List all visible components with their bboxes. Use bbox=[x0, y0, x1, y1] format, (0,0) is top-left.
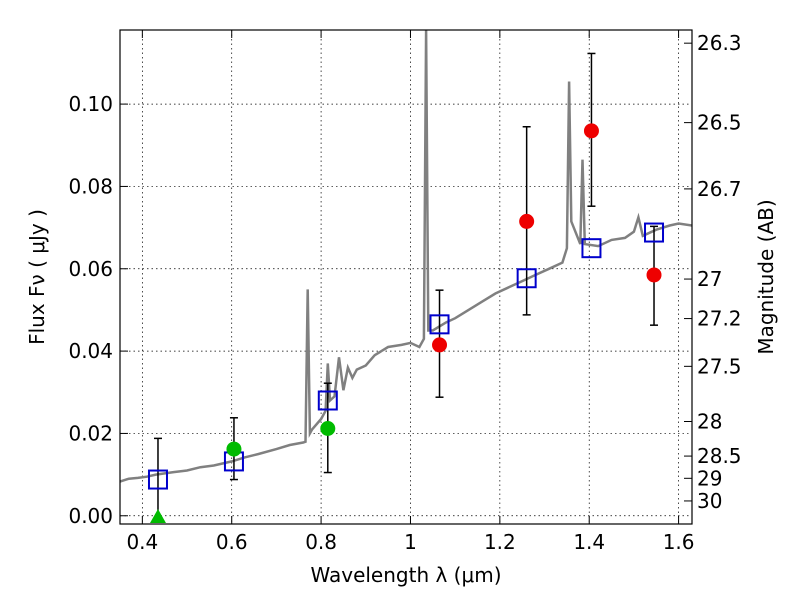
y2-tick-label: 27 bbox=[697, 267, 722, 291]
spectrum-line bbox=[120, 30, 692, 483]
y-tick-label: 0.00 bbox=[68, 504, 113, 528]
tick-labels: 0.4 0.6 0.8 1 1.2 1.4 1.6 0.00 0.02 0.04 0.06 0.08 0… bbox=[68, 31, 741, 554]
y2-tick-label: 27.2 bbox=[697, 307, 742, 331]
green-point bbox=[226, 441, 242, 457]
y2-tick-label: 27.5 bbox=[697, 354, 742, 378]
grid bbox=[120, 30, 692, 524]
square-marker bbox=[317, 390, 338, 411]
red-point bbox=[432, 337, 448, 353]
y2-tick-label: 26.5 bbox=[697, 111, 742, 135]
plot-frame bbox=[119, 29, 693, 525]
x-tick-label: 1 bbox=[404, 530, 417, 554]
square-marker bbox=[516, 268, 537, 289]
x-tick-label: 0.4 bbox=[126, 530, 158, 554]
x-tick-label: 1.6 bbox=[663, 530, 695, 554]
x-axis-label: Wavelength λ (μm) bbox=[310, 563, 501, 587]
y2-tick-label: 28.5 bbox=[697, 444, 742, 468]
plot-area bbox=[120, 30, 692, 524]
x-tick-label: 0.8 bbox=[305, 530, 337, 554]
x-tick-label: 0.6 bbox=[216, 530, 248, 554]
red-point bbox=[519, 213, 535, 229]
y-tick-label: 0.06 bbox=[68, 257, 113, 281]
green-triangle-point bbox=[149, 509, 166, 524]
red-point bbox=[646, 267, 662, 283]
y2-tick-label: 29 bbox=[697, 466, 722, 490]
y-tick-label: 0.02 bbox=[68, 421, 113, 445]
y-tick-label: 0.10 bbox=[68, 92, 113, 116]
square-marker bbox=[147, 469, 168, 490]
square-marker bbox=[581, 238, 602, 259]
red-point bbox=[583, 123, 599, 139]
x-tick-label: 1.2 bbox=[484, 530, 516, 554]
square-marker bbox=[429, 314, 450, 335]
y2-tick-label: 26.7 bbox=[697, 177, 742, 201]
y-axis-label: Flux Fν ( μJy ) bbox=[25, 209, 49, 345]
y-tick-label: 0.04 bbox=[68, 339, 113, 363]
ticks bbox=[120, 30, 692, 524]
y-tick-label: 0.08 bbox=[68, 174, 113, 198]
y2-axis-label: Magnitude (AB) bbox=[754, 199, 778, 354]
y2-tick-label: 28 bbox=[697, 409, 722, 433]
x-tick-label: 1.4 bbox=[573, 530, 605, 554]
green-point bbox=[320, 420, 336, 436]
square-marker bbox=[644, 222, 665, 243]
y2-tick-label: 26.3 bbox=[697, 31, 742, 55]
y2-tick-label: 30 bbox=[697, 489, 722, 513]
